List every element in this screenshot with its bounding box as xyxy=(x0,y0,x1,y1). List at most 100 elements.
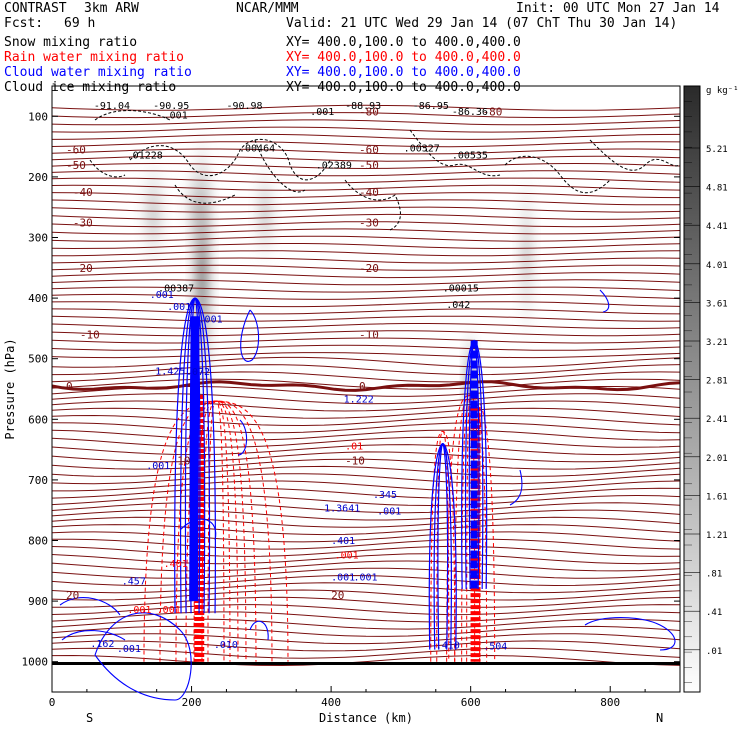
upper-level-contours xyxy=(89,110,681,231)
isotherm-line xyxy=(51,429,681,441)
isotherm-line xyxy=(51,112,681,119)
cloud-contour-low xyxy=(240,309,260,362)
cloud-water-value-label: 1.425 xyxy=(155,366,185,377)
ice-value-label: -91.04 xyxy=(94,101,130,112)
isotherm-line xyxy=(51,524,681,536)
cloud-contour-west xyxy=(174,297,216,614)
isotherm-line xyxy=(51,213,681,220)
isotherm-line xyxy=(51,184,681,191)
ice-value-label: .042 xyxy=(446,300,470,311)
cloud-water-value-label: .001 xyxy=(150,290,174,301)
cloud-water-value-label: .001 xyxy=(377,506,401,517)
isotherm-line xyxy=(51,104,681,111)
model-label: 3km ARW xyxy=(84,1,139,16)
cloud-water-value-label: .410 xyxy=(436,640,460,651)
fcst-value: 69 h xyxy=(64,16,96,31)
isotherm-line xyxy=(51,264,681,271)
colorbar-tick-label: 5.21 xyxy=(706,145,728,155)
isotherm-line xyxy=(51,640,681,652)
isotherm-label: -60 xyxy=(66,144,86,157)
isotherm-line xyxy=(51,133,681,140)
snow-upper-east xyxy=(514,165,539,346)
isotherm-line xyxy=(52,538,681,550)
colorbar-tick-label: .81 xyxy=(706,570,722,580)
rain-contour-west xyxy=(159,400,273,662)
cloud-contour-low xyxy=(61,629,126,641)
isotherm-line xyxy=(51,531,681,543)
colorbar-tick-label: .01 xyxy=(706,647,722,657)
isotherm-line xyxy=(51,126,681,133)
rain-contour-east-minor xyxy=(430,430,456,662)
cloud-contour-east-b xyxy=(428,442,457,650)
isotherm-line xyxy=(51,192,681,199)
cloud-contour-east xyxy=(461,339,488,589)
ice-value-label: .00387 xyxy=(158,283,194,294)
ice-contour xyxy=(89,159,126,178)
isotherm-line xyxy=(52,480,681,492)
isotherm-label: -10 xyxy=(345,455,365,468)
isotherm-line xyxy=(51,502,681,514)
isotherm-label: -60 xyxy=(359,144,379,157)
field-snow-xy: XY= 400.0,100.0 to 400.0,400.0 xyxy=(286,35,521,50)
y-tick-label: 1000 xyxy=(22,656,49,669)
isotherm-label: -10 xyxy=(359,328,379,341)
snow-upper-a xyxy=(137,153,170,274)
ice-value-label: .001 xyxy=(310,107,334,118)
colorbar-tick-label: 1.61 xyxy=(706,492,728,502)
field-cloud-water-xy: XY= 400.0,100.0 to 400.0,400.0 xyxy=(286,65,521,80)
colorbar xyxy=(683,85,701,693)
cloud-water-value-label: .072 xyxy=(186,367,210,378)
rain-contour-west xyxy=(201,400,231,662)
colorbar-tick-label: 4.41 xyxy=(706,222,728,232)
colorbar-tick-label: 2.01 xyxy=(706,454,728,464)
rain-value-label: .401 xyxy=(164,559,188,570)
cloud-water-value-label: .001 xyxy=(199,314,223,325)
field-cloud-ice-xy: XY= 400.0,100.0 to 400.0,400.0 xyxy=(286,80,521,95)
isotherm-line xyxy=(51,574,681,587)
cloud-water-value-label: 1.222 xyxy=(344,394,374,405)
y-tick-label: 700 xyxy=(28,474,48,487)
cloud-contour-low xyxy=(94,612,192,701)
isotherm-line xyxy=(51,444,681,456)
isotherm-line xyxy=(51,414,681,427)
cloud-contour-low xyxy=(509,469,523,506)
ice-value-label: -90.95 xyxy=(153,101,189,112)
isotherm-line xyxy=(51,364,681,376)
institution-label: NCAR/MMM xyxy=(236,1,299,16)
isotherm-line xyxy=(51,148,681,155)
isotherm-line xyxy=(51,604,681,616)
isotherm-line xyxy=(51,553,681,565)
isotherm-line xyxy=(51,589,681,601)
isotherm-line xyxy=(51,170,681,177)
colorbar-tick-label: 4.81 xyxy=(706,184,728,194)
contour-labels: -80 -80 -60 -60 -50 -50 -40 -40 -30 -30 -20 -20 -10 -… xyxy=(66,101,507,655)
isotherm-line xyxy=(51,545,681,557)
y-tick-label: 400 xyxy=(28,292,48,305)
isotherm-line xyxy=(51,625,681,637)
isotherm-line xyxy=(51,330,681,337)
isotherm-line xyxy=(51,371,681,383)
y-tick-label: 100 xyxy=(28,110,48,123)
cloud-water-value-label: .001 xyxy=(146,461,170,472)
isotherm-line xyxy=(51,596,681,608)
ice-value-label: .00015 xyxy=(443,283,479,294)
isotherm-label: -10 xyxy=(80,328,100,341)
isotherm-line xyxy=(51,422,681,434)
isotherm-line xyxy=(51,516,681,528)
field-rain-xy: XY= 400.0,100.0 to 400.0,400.0 xyxy=(286,50,521,65)
ice-contour xyxy=(589,139,681,171)
isotherm-line xyxy=(51,119,681,126)
isotherm-line xyxy=(51,436,681,448)
isotherm-line xyxy=(51,458,681,470)
isotherm-line xyxy=(51,235,681,242)
isotherm-line xyxy=(51,567,681,579)
isotherm-lines xyxy=(51,104,681,667)
ice-value-label: -88.93 xyxy=(345,101,381,112)
colorbar-units: g kg⁻¹ xyxy=(706,86,739,96)
isotherm-line xyxy=(51,344,681,351)
snow-upper-b xyxy=(250,158,279,269)
colorbar-tick-label: 3.21 xyxy=(706,338,728,348)
south-label: S xyxy=(86,711,93,725)
y-tick-label: 900 xyxy=(28,595,48,608)
